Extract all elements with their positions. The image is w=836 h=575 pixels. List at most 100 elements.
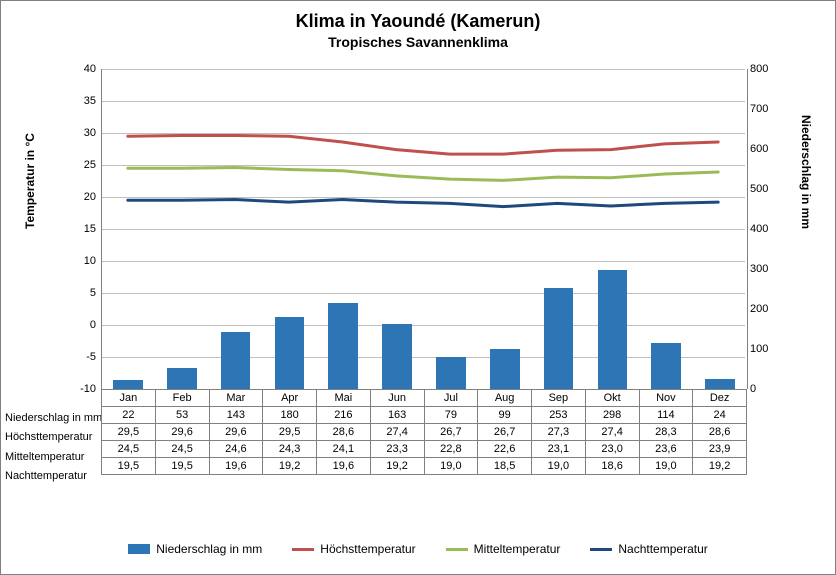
y-left-tick: -10 — [61, 383, 96, 395]
legend-swatch — [590, 548, 612, 551]
data-cell: 79 — [424, 407, 478, 424]
y-left-tick: 40 — [61, 63, 96, 75]
chart-title: Klima in Yaoundé (Kamerun) — [1, 1, 835, 32]
precipitation-bar — [544, 288, 574, 389]
y-right-tick: 400 — [750, 223, 785, 235]
data-cell: 24,1 — [317, 441, 371, 458]
month-header: Dez — [693, 390, 747, 407]
month-slot — [263, 69, 317, 389]
precipitation-bar — [490, 349, 520, 389]
data-cell: 28,6 — [317, 424, 371, 441]
y-axis-left-label: Temperatur in °C — [23, 133, 37, 229]
month-slot — [370, 69, 424, 389]
plot-border — [747, 69, 748, 389]
data-cell: 29,6 — [209, 424, 263, 441]
y-left-tick: 0 — [61, 319, 96, 331]
row-label: Nachttemperatur — [1, 470, 103, 482]
legend-label: Nachttemperatur — [618, 542, 707, 556]
data-cell: 23,1 — [532, 441, 586, 458]
y-right-tick: 300 — [750, 263, 785, 275]
data-cell: 19,5 — [155, 458, 209, 475]
month-slot — [586, 69, 640, 389]
month-slot — [532, 69, 586, 389]
precipitation-bar — [651, 343, 681, 389]
month-header: Jul — [424, 390, 478, 407]
legend-swatch — [128, 544, 150, 554]
month-header: Nov — [639, 390, 693, 407]
month-slot — [209, 69, 263, 389]
y-left-tick: 25 — [61, 159, 96, 171]
legend-item: Niederschlag in mm — [128, 542, 262, 556]
data-cell: 27,4 — [370, 424, 424, 441]
month-header: Apr — [263, 390, 317, 407]
y-left-tick: 35 — [61, 95, 96, 107]
data-cell: 143 — [209, 407, 263, 424]
climate-chart: Klima in Yaoundé (Kamerun) Tropisches Sa… — [0, 0, 836, 575]
precipitation-bar — [382, 324, 412, 389]
month-slot — [639, 69, 693, 389]
month-slot — [478, 69, 532, 389]
row-label: Mitteltemperatur — [1, 451, 103, 463]
precipitation-bar — [113, 380, 143, 389]
data-cell: 22,8 — [424, 441, 478, 458]
month-header: Jun — [370, 390, 424, 407]
data-cell: 26,7 — [478, 424, 532, 441]
data-cell: 298 — [585, 407, 639, 424]
y-left-tick: 20 — [61, 191, 96, 203]
month-header: Jan — [102, 390, 156, 407]
legend-label: Mitteltemperatur — [474, 542, 561, 556]
row-label: Höchsttemperatur — [1, 431, 103, 443]
data-cell: 24,5 — [155, 441, 209, 458]
y-right-tick: 0 — [750, 383, 785, 395]
data-cell: 28,6 — [693, 424, 747, 441]
plot-area — [101, 69, 745, 389]
data-cell: 24,3 — [263, 441, 317, 458]
y-left-tick: 10 — [61, 255, 96, 267]
y-axis-right: 0100200300400500600700800 — [745, 69, 780, 389]
legend-label: Niederschlag in mm — [156, 542, 262, 556]
data-cell: 27,4 — [585, 424, 639, 441]
y-left-tick: 5 — [61, 287, 96, 299]
data-cell: 22,6 — [478, 441, 532, 458]
data-cell: 23,3 — [370, 441, 424, 458]
month-slot — [693, 69, 747, 389]
data-cell: 27,3 — [532, 424, 586, 441]
data-cell: 28,3 — [639, 424, 693, 441]
data-cell: 18,6 — [585, 458, 639, 475]
data-cell: 19,0 — [532, 458, 586, 475]
precipitation-bar — [436, 357, 466, 389]
data-cell: 114 — [639, 407, 693, 424]
legend-item: Nachttemperatur — [590, 542, 707, 556]
data-cell: 19,2 — [370, 458, 424, 475]
y-left-tick: 15 — [61, 223, 96, 235]
month-header: Aug — [478, 390, 532, 407]
data-cell: 253 — [532, 407, 586, 424]
precipitation-bar — [328, 303, 358, 389]
y-axis-left: -10-50510152025303540 — [61, 69, 101, 389]
legend-item: Mitteltemperatur — [446, 542, 561, 556]
data-cell: 24 — [693, 407, 747, 424]
data-cell: 29,5 — [263, 424, 317, 441]
data-cell: 19,6 — [317, 458, 371, 475]
data-cell: 216 — [317, 407, 371, 424]
precipitation-bar — [221, 332, 251, 389]
month-slot — [424, 69, 478, 389]
data-cell: 99 — [478, 407, 532, 424]
data-cell: 180 — [263, 407, 317, 424]
y-right-tick: 700 — [750, 103, 785, 115]
month-header: Okt — [585, 390, 639, 407]
y-left-tick: -5 — [61, 351, 96, 363]
data-cell: 163 — [370, 407, 424, 424]
data-cell: 18,5 — [478, 458, 532, 475]
y-right-tick: 500 — [750, 183, 785, 195]
month-slot — [316, 69, 370, 389]
row-label: Niederschlag in mm — [1, 412, 103, 424]
data-cell: 19,5 — [102, 458, 156, 475]
y-right-tick: 100 — [750, 343, 785, 355]
data-cell: 29,6 — [155, 424, 209, 441]
data-cell: 19,2 — [693, 458, 747, 475]
data-cell: 23,9 — [693, 441, 747, 458]
precipitation-bar — [275, 317, 305, 389]
data-cell: 23,0 — [585, 441, 639, 458]
data-table: JanFebMarAprMaiJunJulAugSepOktNovDez2253… — [101, 389, 747, 475]
